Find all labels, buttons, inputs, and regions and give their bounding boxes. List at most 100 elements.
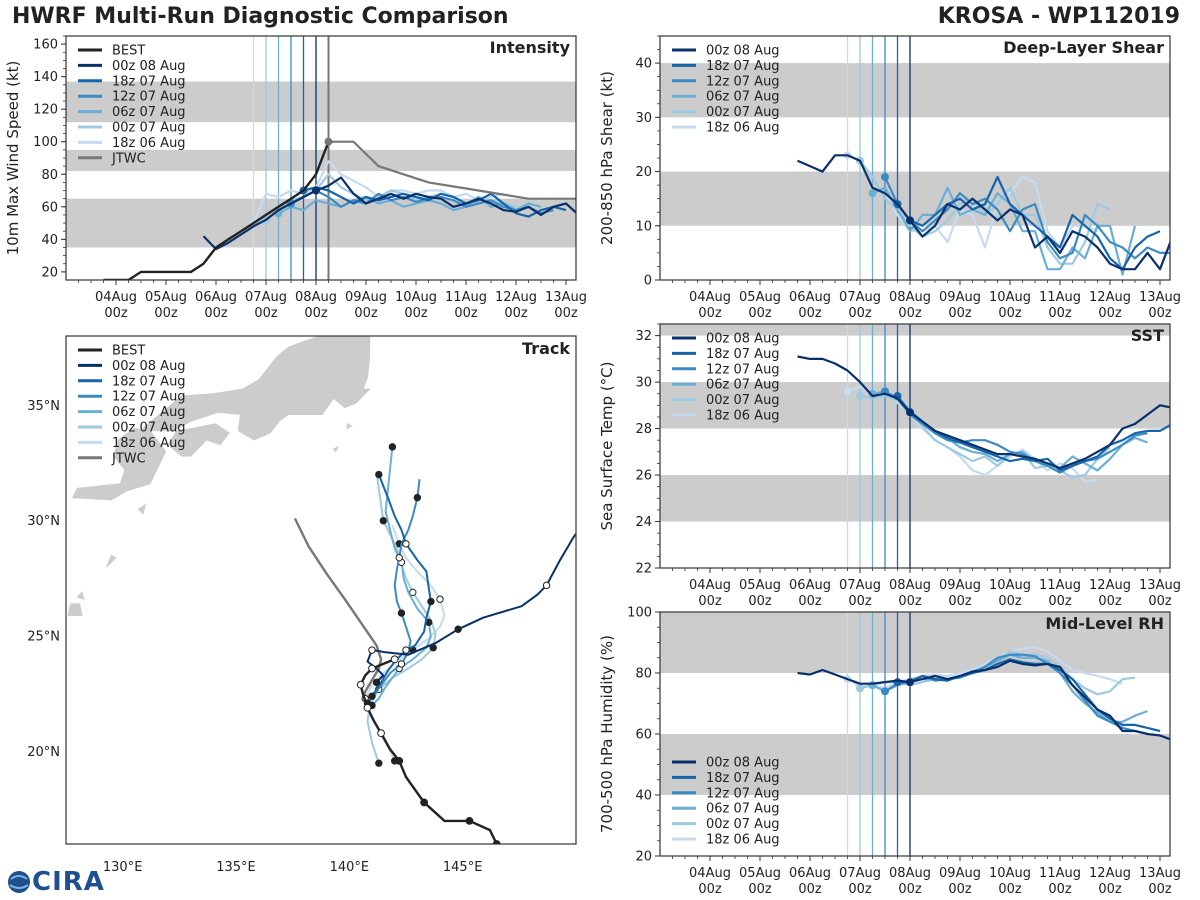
panel-shear: 01020304004Aug00z05Aug00z06Aug00z07Aug00…	[598, 35, 1181, 321]
shear-xtick-day: 11Aug	[1039, 290, 1081, 305]
shear-xtick-hour: 00z	[998, 306, 1022, 321]
sst-xtick-hour: 00z	[1048, 594, 1072, 609]
rh-xtick-day: 07Aug	[839, 866, 881, 881]
rh-ytick-label: 40	[635, 789, 652, 804]
rh-xtick-day: 09Aug	[939, 866, 981, 881]
shear-xtick-hour: 00z	[948, 306, 972, 321]
track-xtick-label: 140°E	[330, 860, 370, 875]
shear-ytick-label: 20	[635, 165, 652, 180]
shear-xtick-hour: 00z	[798, 306, 822, 321]
sst-xtick-hour: 00z	[948, 594, 972, 609]
legend-label: 18z 07 Aug	[112, 374, 186, 389]
intensity-xtick-hour: 00z	[304, 306, 328, 321]
intensity-xtick-day: 04Aug	[95, 290, 137, 305]
sst-xtick-day: 07Aug	[839, 578, 881, 593]
track-position-marker	[368, 692, 376, 700]
shear-xtick-hour: 00z	[1148, 306, 1172, 321]
rh-ytick-label: 100	[627, 606, 652, 621]
land-polygon	[76, 591, 85, 600]
land-polygon	[106, 554, 117, 568]
track-position-marker	[397, 609, 406, 617]
shear-plot-area	[660, 36, 1170, 280]
intensity-plot-area	[66, 36, 576, 280]
intensity-ytick-label: 100	[33, 135, 58, 150]
intensity-best-marker	[324, 137, 333, 146]
rh-ylabel: 700-500 hPa Humidity (%)	[598, 635, 616, 833]
intensity-ytick-label: 160	[33, 38, 58, 53]
shear-xtick-day: 10Aug	[989, 290, 1031, 305]
track-position-marker	[413, 493, 422, 502]
shear-xtick-hour: 00z	[698, 306, 722, 321]
rh-init-marker	[906, 678, 914, 687]
shear-ytick-label: 40	[635, 57, 652, 72]
rh-xtick-day: 04Aug	[689, 866, 731, 881]
legend-label: 18z 06 Aug	[706, 409, 780, 424]
rh-xtick-hour: 00z	[798, 882, 822, 897]
rh-xtick-hour: 00z	[1048, 882, 1072, 897]
legend-label: 18z 07 Aug	[706, 59, 780, 74]
rh-init-marker	[856, 684, 864, 693]
intensity-xtick-day: 06Aug	[195, 290, 237, 305]
sst-shade-band	[660, 475, 1170, 522]
intensity-xtick-hour: 00z	[254, 306, 278, 321]
intensity-xtick-day: 10Aug	[395, 290, 437, 305]
intensity-xtick-hour: 00z	[554, 306, 578, 321]
legend-label: 18z 07 Aug	[112, 74, 186, 89]
intensity-series-line	[202, 176, 576, 251]
sst-ytick-label: 32	[635, 329, 652, 344]
legend-label: BEST	[112, 344, 145, 359]
sst-ylabel: Sea Surface Temp (°C)	[598, 361, 616, 530]
track-best-marker	[356, 680, 365, 689]
cira-logo: CIRA	[6, 866, 105, 898]
shear-xtick-hour: 00z	[898, 306, 922, 321]
track-frame	[65, 335, 577, 845]
track-xtick-label: 130°E	[103, 860, 143, 875]
land-polygon	[167, 423, 230, 457]
land-polygon	[67, 603, 83, 616]
intensity-xtick-hour: 00z	[504, 306, 528, 321]
page-title: HWRF Multi-Run Diagnostic Comparison	[12, 4, 509, 29]
track-series-line	[366, 479, 421, 704]
track-position-marker	[397, 660, 406, 668]
track-ytick-label: 25°N	[27, 630, 60, 645]
intensity-ytick-label: 120	[33, 103, 58, 118]
sst-init-marker	[906, 408, 914, 417]
rh-xtick-day: 10Aug	[989, 866, 1031, 881]
intensity-xtick-hour: 00z	[104, 306, 128, 321]
track-series-line	[366, 532, 576, 684]
track-plot-area	[67, 336, 576, 844]
intensity-ytick-label: 20	[41, 265, 58, 280]
track-position-marker	[375, 470, 383, 479]
intensity-xtick-day: 08Aug	[295, 290, 337, 305]
track-position-marker	[368, 646, 376, 654]
intensity-xtick-hour: 00z	[454, 306, 478, 321]
track-xtick-label: 145°E	[443, 860, 483, 875]
sst-ytick-label: 28	[635, 422, 652, 437]
shear-ytick-label: 10	[635, 219, 652, 234]
sst-init-marker	[843, 387, 852, 396]
sst-shade-band	[660, 324, 1170, 336]
sst-xtick-hour: 00z	[898, 594, 922, 609]
panel-rh: 2040608010004Aug00z05Aug00z06Aug00z07Aug…	[598, 606, 1181, 898]
intensity-xtick-day: 05Aug	[145, 290, 187, 305]
sst-xtick-hour: 00z	[748, 594, 772, 609]
shear-ytick-label: 30	[635, 111, 652, 126]
intensity-shade-band	[66, 198, 576, 248]
legend-label: 18z 07 Aug	[706, 347, 780, 362]
shear-ytick-label: 0	[644, 274, 652, 289]
intensity-ytick-label: 80	[41, 168, 58, 183]
rh-series-line	[797, 659, 1170, 741]
rh-xtick-day: 12Aug	[1089, 866, 1131, 881]
rh-series-line	[846, 645, 1123, 690]
shear-init-marker	[906, 216, 914, 225]
rh-plot-area	[660, 612, 1170, 856]
intensity-series-line	[277, 195, 542, 215]
sst-xtick-hour: 00z	[798, 594, 822, 609]
rh-ytick-label: 80	[635, 667, 652, 682]
intensity-xtick-hour: 00z	[354, 306, 378, 321]
sst-xtick-day: 11Aug	[1039, 578, 1081, 593]
shear-series-line	[896, 175, 1161, 271]
